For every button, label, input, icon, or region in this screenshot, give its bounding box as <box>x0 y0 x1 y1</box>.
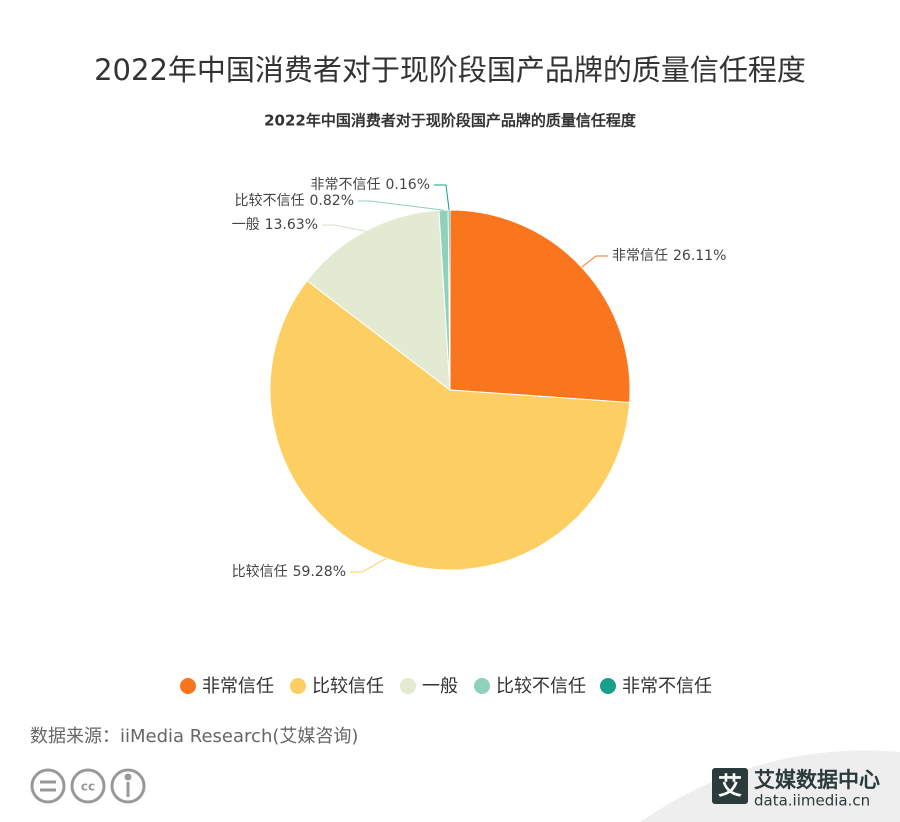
legend: 非常信任 比较信任 一般 比较不信任 非常不信任 <box>180 676 712 697</box>
logo-swoosh <box>640 750 900 822</box>
label-value: 13.63% <box>265 217 318 233</box>
leader-line <box>350 557 387 573</box>
label-name: 非常信任 <box>612 248 668 264</box>
label-name: 比较不信任 <box>235 193 305 209</box>
leader-line <box>322 224 366 232</box>
label-name: 比较信任 <box>232 564 288 580</box>
legend-swatch <box>400 678 416 694</box>
legend-label: 比较不信任 <box>496 676 586 697</box>
source: 数据来源：iiMedia Research(艾媒咨询) <box>30 726 358 747</box>
label-value: 0.82% <box>310 193 354 209</box>
leader-line <box>434 184 450 211</box>
label-value: 59.28% <box>293 564 346 580</box>
data-label: 非常不信任 0.16% <box>311 177 430 193</box>
data-label: 比较不信任 0.82% <box>235 193 354 209</box>
logo-box <box>712 768 748 804</box>
data-label: 比较信任 59.28% <box>232 564 346 580</box>
label-value: 0.16% <box>386 177 430 193</box>
leader-line <box>581 255 608 268</box>
legend-label: 比较信任 <box>312 676 384 697</box>
label-value: 26.11% <box>673 248 726 264</box>
logo-name: 艾媒数据中心 <box>754 768 880 792</box>
legend-label: 非常不信任 <box>622 676 712 697</box>
page-title: 2022年中国消费者对于现阶段国产品牌的质量信任程度 <box>94 53 806 87</box>
pie: 非常信任 26.11%比较信任 59.28%一般 13.63%比较不信任 0.82%非常… <box>232 177 727 580</box>
legend-swatch <box>600 678 616 694</box>
logo-url: data.iimedia.cn <box>754 792 870 810</box>
legend-label: 非常信任 <box>202 676 274 697</box>
license-icons: cc <box>30 768 146 804</box>
pie-slice <box>449 209 631 404</box>
legend-swatch <box>290 678 306 694</box>
logo-mark: 艾 <box>718 772 742 800</box>
leader-line <box>358 200 444 211</box>
label-name: 一般 <box>232 217 260 233</box>
legend-swatch <box>474 678 490 694</box>
legend-label: 一般 <box>422 676 458 697</box>
data-label: 一般 13.63% <box>232 217 318 233</box>
svg-text:cc: cc <box>81 780 95 794</box>
data-label: 非常信任 26.11% <box>612 248 726 264</box>
chart-title: 2022年中国消费者对于现阶段国产品牌的质量信任程度 <box>264 112 637 130</box>
legend-swatch <box>180 678 196 694</box>
label-name: 非常不信任 <box>311 177 381 193</box>
